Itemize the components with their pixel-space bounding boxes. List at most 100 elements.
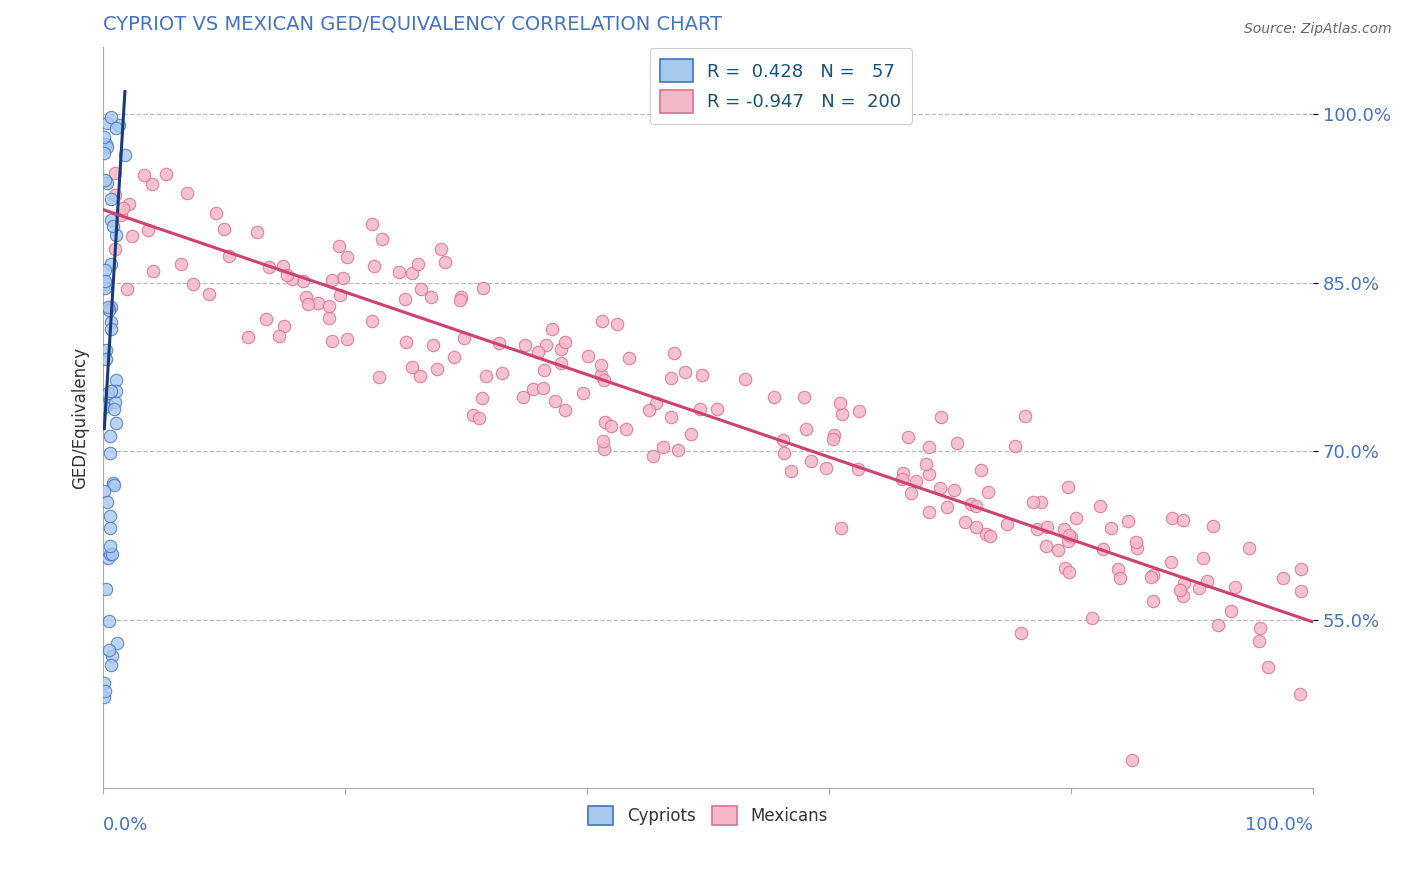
Point [953,516,976,530]
Point [533,363,555,377]
Point [142,263,165,277]
Point [673,364,696,378]
Point [900,485,922,500]
Point [254,311,277,326]
Point [94,351,117,366]
Point [93,130,115,145]
Point [181,277,204,292]
Point [662,345,685,359]
Point [943,483,966,497]
Point [96,176,118,190]
Point [1004,439,1026,453]
Point [1064,510,1087,524]
Point [449,293,471,308]
Point [1092,541,1115,556]
Point [512,390,534,404]
Point [1060,530,1083,544]
Point [93,690,115,704]
Point [1142,594,1164,608]
Point [976,526,998,541]
Point [800,454,823,468]
Point [1192,551,1215,566]
Point [426,361,449,376]
Point [554,335,576,350]
Point [117,282,139,296]
Point [918,467,941,481]
Point [97,302,120,317]
Point [823,432,845,446]
Point [434,255,457,269]
Point [617,351,640,366]
Point [394,335,416,350]
Point [297,297,319,311]
Point [360,314,382,328]
Point [101,475,124,490]
Point [1168,583,1191,598]
Point [98,446,121,460]
Point [1081,611,1104,625]
Point [591,314,613,328]
Point [905,474,928,488]
Point [1035,520,1057,534]
Point [848,404,870,418]
Point [772,433,794,447]
Point [1140,569,1163,583]
Point [779,464,801,478]
Point [1257,660,1279,674]
Point [1289,584,1312,599]
Point [959,498,981,512]
Point [401,359,423,374]
Point [592,434,614,449]
Point [488,335,510,350]
Point [929,481,952,495]
Point [1161,511,1184,525]
Point [136,223,159,237]
Point [830,521,852,535]
Point [98,547,121,561]
Y-axis label: GED/Equivalency: GED/Equivalency [72,346,89,489]
Point [1272,571,1295,585]
Point [329,288,352,302]
Point [793,390,815,404]
Point [1142,568,1164,582]
Point [101,547,124,561]
Point [641,449,664,463]
Point [527,345,550,359]
Point [401,266,423,280]
Point [371,232,394,246]
Point [1057,565,1080,579]
Point [1053,522,1076,536]
Point [98,642,121,657]
Point [98,429,121,443]
Point [121,228,143,243]
Point [531,381,554,395]
Point [422,338,444,352]
Point [93,684,115,698]
Point [281,272,304,286]
Point [100,315,122,329]
Point [307,296,329,310]
Point [572,386,595,401]
Text: CYPRIOT VS MEXICAN GED/EQUIVALENCY CORRELATION CHART: CYPRIOT VS MEXICAN GED/EQUIVALENCY CORRE… [103,15,723,34]
Point [461,409,484,423]
Point [105,636,128,650]
Point [96,140,118,154]
Point [443,350,465,364]
Point [246,225,269,239]
Point [93,274,115,288]
Point [946,436,969,450]
Point [1202,519,1225,533]
Point [104,166,127,180]
Point [1173,513,1195,527]
Point [1029,495,1052,509]
Point [591,359,613,373]
Point [94,277,117,291]
Point [205,205,228,219]
Point [218,249,240,263]
Point [96,495,118,509]
Point [1173,576,1195,591]
Point [321,334,343,349]
Point [823,428,845,442]
Point [360,217,382,231]
Point [103,402,125,417]
